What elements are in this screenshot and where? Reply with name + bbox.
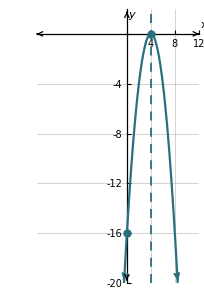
Text: y: y — [128, 10, 135, 20]
Text: x: x — [200, 20, 204, 30]
